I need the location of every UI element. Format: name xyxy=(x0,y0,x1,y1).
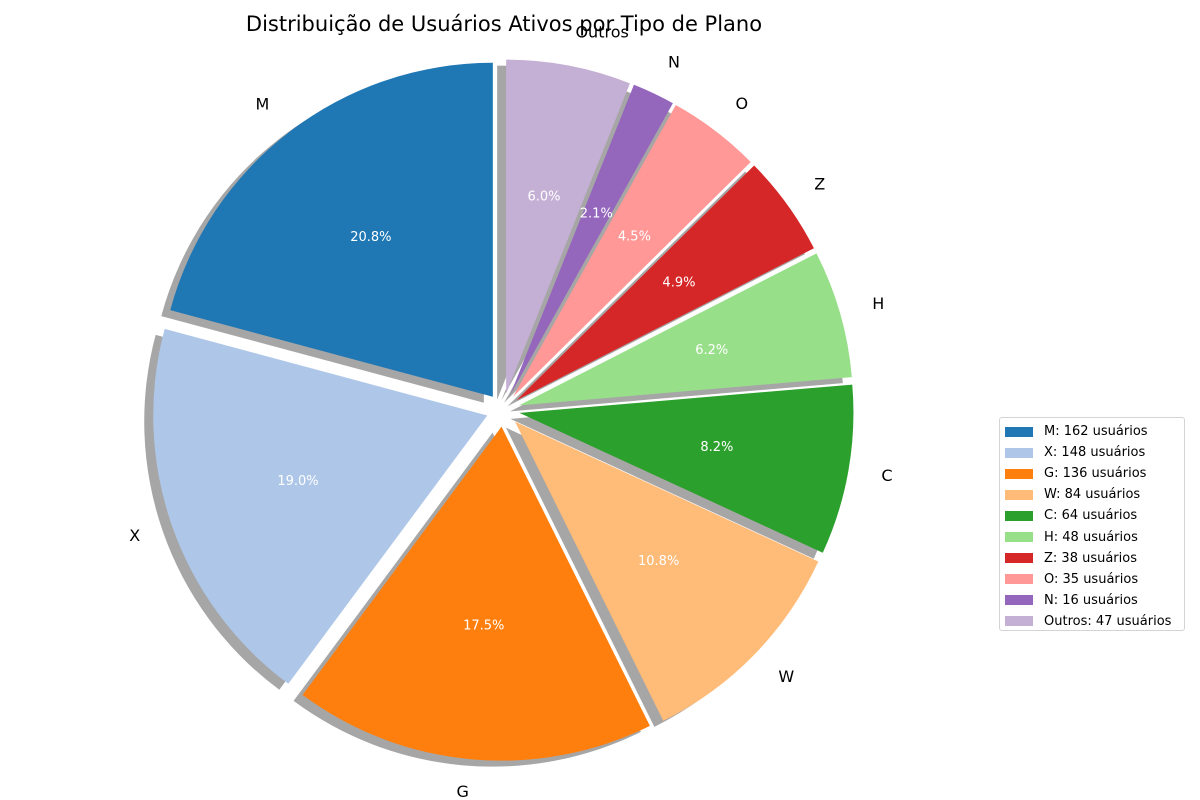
slice-label-m: M xyxy=(255,95,269,114)
slice-label-x: X xyxy=(129,526,140,545)
slice-percent-n: 2.1% xyxy=(580,206,613,221)
slice-labels: M 20.8% X 19.0% G 17.5% W 10.8% C 8.2% H 6.2% Z 4.9% O… xyxy=(129,22,892,800)
slice-h xyxy=(519,253,852,406)
slice-label-h: H xyxy=(872,294,884,313)
slice-label-w: W xyxy=(778,667,794,686)
legend-swatch-x xyxy=(1005,447,1033,458)
legend-text-c: C: 64 usuários xyxy=(1044,508,1138,524)
slice-percent-z: 4.9% xyxy=(662,275,695,290)
slice-percent-c: 8.2% xyxy=(700,440,733,455)
legend-swatch-z xyxy=(1005,553,1033,564)
slice-n xyxy=(510,84,673,395)
legend-text-g: G: 136 usuários xyxy=(1044,466,1147,482)
legend-text-outros: Outros: 47 usuários xyxy=(1044,613,1172,629)
legend-item-n: N: 16 usuários xyxy=(1005,590,1184,611)
slice-percent-outros: 6.0% xyxy=(527,189,560,204)
legend-swatch-o xyxy=(1005,574,1033,585)
slice-label-g: G xyxy=(457,782,469,800)
legend-item-m: M: 162 usuários xyxy=(1005,421,1184,442)
slice-g xyxy=(302,426,650,761)
legend-swatch-outros xyxy=(1005,616,1033,627)
legend-swatch-m xyxy=(1005,426,1033,437)
legend-text-z: Z: 38 usuários xyxy=(1044,550,1137,566)
slice-percent-o: 4.5% xyxy=(618,230,651,245)
legend-text-w: W: 84 usuários xyxy=(1044,487,1141,503)
legend-text-x: X: 148 usuários xyxy=(1044,445,1146,461)
slice-percent-w: 10.8% xyxy=(638,554,679,569)
legend-swatch-w xyxy=(1005,489,1033,500)
slice-percent-g: 17.5% xyxy=(463,619,504,634)
slice-x xyxy=(153,328,488,684)
legend-text-m: M: 162 usuários xyxy=(1044,424,1148,440)
legend-text-o: O: 35 usuários xyxy=(1044,571,1139,587)
legend-item-g: G: 136 usuários xyxy=(1005,463,1184,484)
legend-swatch-n xyxy=(1005,595,1033,606)
slice-o xyxy=(513,105,751,397)
slice-label-o: O xyxy=(735,94,748,113)
legend-swatch-g xyxy=(1005,468,1033,479)
legend-text-n: N: 16 usuários xyxy=(1044,592,1138,608)
legend-item-w: W: 84 usuários xyxy=(1005,484,1184,505)
legend-item-h: H: 48 usuários xyxy=(1005,526,1184,547)
legend: M: 162 usuários X: 148 usuários G: 136 usu… xyxy=(999,417,1185,631)
legend-item-c: C: 64 usuários xyxy=(1005,505,1184,526)
pie-wedges xyxy=(153,59,854,761)
slice-outros xyxy=(506,59,630,394)
slice-w xyxy=(514,421,819,721)
chart-title: Distribuição de Usuários Ativos por Tipo… xyxy=(245,12,763,36)
legend-item-z: Z: 38 usuários xyxy=(1005,548,1184,569)
slice-label-z: Z xyxy=(814,174,825,193)
slice-label-n: N xyxy=(668,53,680,72)
slice-percent-m: 20.8% xyxy=(350,230,391,245)
slice-c xyxy=(519,384,854,553)
legend-swatch-h xyxy=(1005,532,1033,543)
slice-percent-h: 6.2% xyxy=(695,343,728,358)
slice-label-c: C xyxy=(881,466,892,485)
slice-m xyxy=(170,62,493,397)
legend-item-o: O: 35 usuários xyxy=(1005,569,1184,590)
legend-item-outros: Outros: 47 usuários xyxy=(1005,611,1184,632)
legend-text-h: H: 48 usuários xyxy=(1044,529,1138,545)
legend-item-x: X: 148 usuários xyxy=(1005,442,1184,463)
slice-percent-x: 19.0% xyxy=(277,474,318,489)
legend-swatch-c xyxy=(1005,510,1033,521)
slice-z xyxy=(516,165,814,401)
slice-label-outros: Outros xyxy=(575,22,628,41)
